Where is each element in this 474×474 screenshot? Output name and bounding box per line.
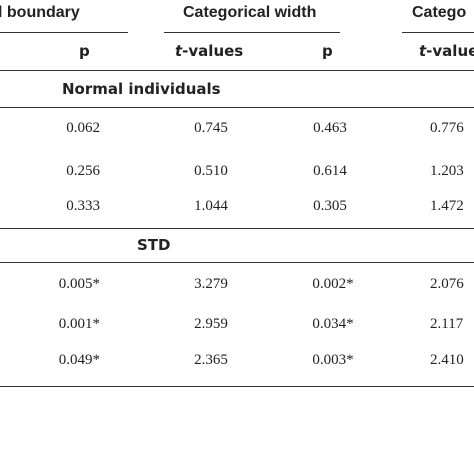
cell-p1: 0.333 bbox=[66, 198, 100, 214]
cell-p1: 0.062 bbox=[66, 120, 100, 136]
cell-p2: 0.034* bbox=[312, 316, 354, 332]
table-bottom-rule bbox=[0, 386, 474, 387]
cell-p2: 0.614 bbox=[313, 163, 347, 179]
subheader-rule bbox=[0, 70, 474, 71]
header-group-categorical-width: Categorical width bbox=[183, 4, 317, 21]
cell-t3: 2.410 bbox=[430, 352, 464, 368]
header-rule-categorical-width bbox=[164, 32, 340, 33]
cell-t2: 1.044 bbox=[194, 198, 228, 214]
cell-t2: 0.745 bbox=[194, 120, 228, 136]
cell-p2: 0.463 bbox=[313, 120, 347, 136]
cell-t2: 2.959 bbox=[194, 316, 228, 332]
cell-p2: 0.305 bbox=[313, 198, 347, 214]
subheader-p-col1: p bbox=[79, 42, 90, 60]
subheader-t-italic-col2: t bbox=[175, 42, 183, 60]
cell-t2: 0.510 bbox=[194, 163, 228, 179]
cell-t3: 2.117 bbox=[430, 316, 464, 332]
cell-t3: 2.076 bbox=[430, 276, 464, 292]
section-label-normal-individuals: Normal individuals bbox=[62, 80, 221, 98]
subheader-tvalues-col4: t-values bbox=[419, 44, 474, 59]
header-rule-categorical-third bbox=[402, 32, 474, 33]
cell-p1: 0.001* bbox=[58, 316, 100, 332]
cell-p2: 0.002* bbox=[312, 276, 354, 292]
cell-p1: 0.005* bbox=[58, 276, 100, 292]
cell-t3: 1.472 bbox=[430, 198, 464, 214]
cell-p1: 0.049* bbox=[58, 352, 100, 368]
subheader-values-col2: -values bbox=[182, 42, 244, 60]
section-rule-top-std bbox=[0, 228, 474, 229]
cell-t3: 1.203 bbox=[430, 163, 464, 179]
cell-t2: 2.365 bbox=[194, 352, 228, 368]
cell-p2: 0.003* bbox=[312, 352, 354, 368]
subheader-p-col3: p bbox=[322, 42, 333, 60]
header-rule-boundary bbox=[0, 32, 128, 33]
section-rule-normal bbox=[0, 107, 474, 108]
header-group-boundary: l boundary bbox=[0, 4, 80, 21]
cell-t2: 3.279 bbox=[194, 276, 228, 292]
subheader-tvalues-col2: t-values bbox=[175, 44, 243, 59]
cell-p1: 0.256 bbox=[66, 163, 100, 179]
section-rule-std bbox=[0, 262, 474, 263]
cell-t3: 0.776 bbox=[430, 120, 464, 136]
subheader-t-italic-col4: t bbox=[419, 42, 427, 60]
section-label-std: STD bbox=[137, 236, 171, 254]
header-group-categorical-third: Catego bbox=[412, 4, 467, 21]
subheader-values-col4: -values bbox=[426, 42, 474, 60]
